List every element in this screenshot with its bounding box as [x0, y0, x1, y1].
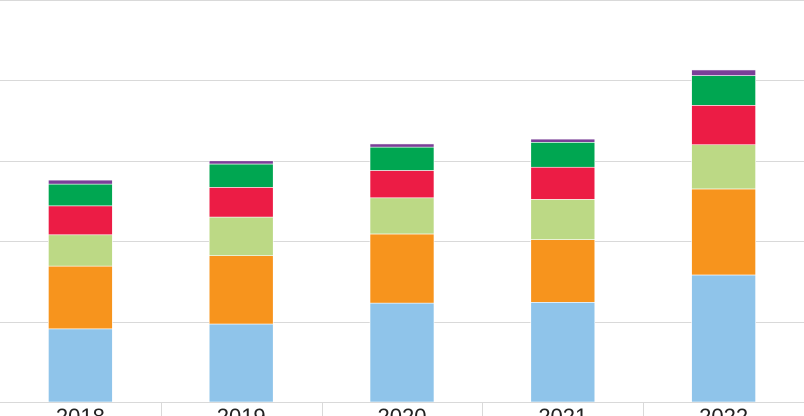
bar-segment-2020-s1 [369, 302, 435, 403]
bar-segment-2022-s3 [691, 144, 756, 190]
bar-segment-2019-s4 [208, 187, 274, 218]
bar-stacks [48, 69, 756, 403]
x-tick-label-2019: 2019 [217, 404, 266, 416]
bar-segment-2022-s4 [691, 105, 756, 146]
bar-segment-2019-s5 [208, 163, 274, 188]
bar-segment-2018-s4 [48, 205, 113, 236]
bar-segment-2022-s1 [691, 274, 756, 403]
x-tick-label-2021: 2021 [538, 404, 587, 416]
bar-stack-2020 [369, 143, 435, 403]
x-axis: 2018 2019 2020 2021 2022 [0, 402, 804, 416]
x-tick-label-2020: 2020 [378, 404, 427, 416]
bar-segment-2021-s2 [530, 239, 596, 303]
bar-segment-2018-s1 [48, 328, 113, 403]
bar-segment-2019-s1 [208, 323, 274, 403]
bar-segment-2021-s1 [530, 302, 596, 403]
bar-segment-2020-s5 [369, 146, 435, 171]
bar-segment-2021-s4 [530, 166, 596, 200]
bar-segment-2021-s5 [530, 142, 596, 168]
bar-segment-2020-s6 [369, 143, 435, 148]
bar-stack-2018 [48, 179, 113, 403]
bar-stack-2021 [530, 138, 596, 403]
bar-segment-2022-s2 [691, 188, 756, 276]
bar-segment-2018-s2 [48, 265, 113, 330]
bar-segment-2021-s3 [530, 199, 596, 240]
bar-segment-2018-s5 [48, 183, 113, 207]
bar-segment-2022-s5 [691, 75, 756, 106]
bar-segment-2020-s2 [369, 233, 435, 304]
bar-segment-2019-s3 [208, 216, 274, 256]
bar-segment-2018-s3 [48, 234, 113, 267]
bar-stack-2022 [691, 69, 756, 403]
x-tick-label-2022: 2022 [699, 404, 748, 416]
x-tick-label-2018: 2018 [56, 404, 105, 416]
bar-segment-2020-s4 [369, 170, 435, 199]
bar-segment-2019-s2 [208, 255, 274, 325]
bar-segment-2022-s6 [691, 69, 756, 76]
bar-segment-2019-s6 [208, 160, 274, 165]
bar-stack-2019 [208, 160, 274, 403]
bar-segment-2018-s6 [48, 179, 113, 185]
bar-segment-2021-s6 [530, 138, 596, 143]
bar-segment-2020-s3 [369, 197, 435, 235]
